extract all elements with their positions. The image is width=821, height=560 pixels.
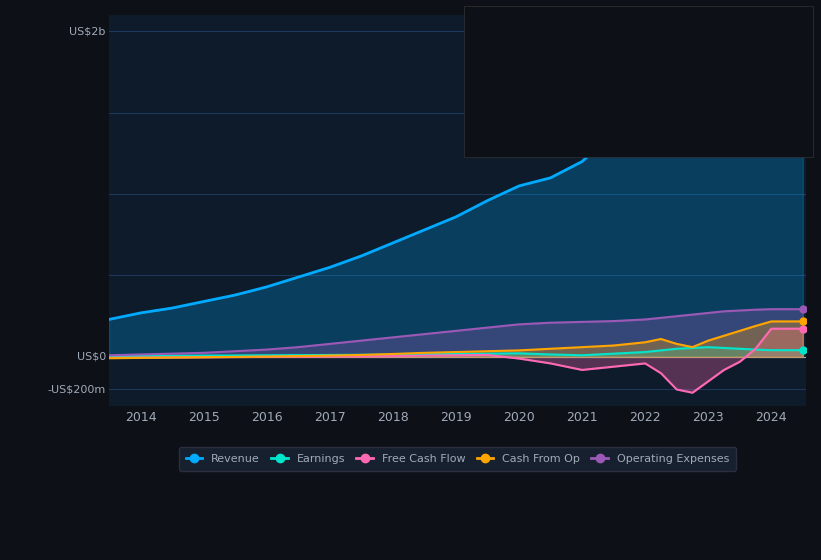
Text: US$2b: US$2b — [70, 26, 106, 36]
Text: US$293.072m /yr: US$293.072m /yr — [645, 127, 753, 137]
Text: US$173.275m /yr: US$173.275m /yr — [645, 85, 753, 95]
Text: Cash From Op: Cash From Op — [472, 106, 550, 116]
Text: Jun 28 2024: Jun 28 2024 — [472, 20, 556, 32]
Text: Earnings: Earnings — [472, 63, 521, 73]
Text: Free Cash Flow: Free Cash Flow — [472, 85, 556, 95]
Text: -US$200m: -US$200m — [48, 385, 106, 394]
Text: US$0: US$0 — [76, 352, 106, 362]
Text: 3.1% profit margin: 3.1% profit margin — [645, 76, 750, 86]
Text: US$218.088m /yr: US$218.088m /yr — [645, 106, 753, 116]
Text: US$41.255m /yr: US$41.255m /yr — [645, 63, 745, 73]
Legend: Revenue, Earnings, Free Cash Flow, Cash From Op, Operating Expenses: Revenue, Earnings, Free Cash Flow, Cash … — [179, 447, 736, 470]
Text: US$1.346b /yr: US$1.346b /yr — [645, 42, 734, 52]
Text: Operating Expenses: Operating Expenses — [472, 127, 585, 137]
Text: Revenue: Revenue — [472, 42, 521, 52]
